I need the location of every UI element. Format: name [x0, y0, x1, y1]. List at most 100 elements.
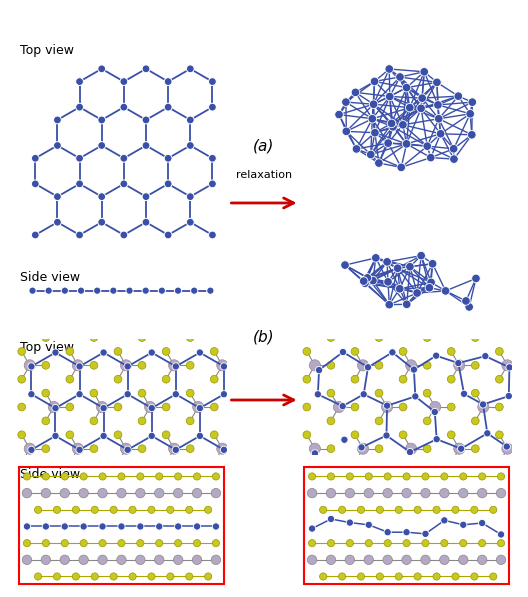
Circle shape: [471, 573, 478, 580]
Circle shape: [389, 349, 396, 356]
Circle shape: [61, 473, 68, 480]
Circle shape: [461, 297, 470, 305]
Circle shape: [425, 284, 433, 292]
Circle shape: [441, 517, 448, 524]
Circle shape: [142, 116, 150, 124]
Circle shape: [455, 359, 462, 367]
Circle shape: [327, 361, 335, 369]
Circle shape: [98, 116, 106, 124]
Circle shape: [327, 515, 335, 522]
Circle shape: [472, 445, 479, 453]
Circle shape: [503, 443, 511, 450]
Circle shape: [454, 443, 465, 454]
Circle shape: [458, 488, 468, 498]
Circle shape: [42, 334, 50, 341]
Circle shape: [506, 364, 513, 371]
Circle shape: [136, 555, 145, 565]
Circle shape: [155, 488, 164, 498]
Circle shape: [100, 405, 107, 412]
Circle shape: [395, 573, 402, 580]
Circle shape: [29, 287, 36, 294]
Circle shape: [148, 405, 155, 412]
Circle shape: [204, 573, 212, 580]
Circle shape: [364, 364, 372, 371]
Circle shape: [162, 431, 170, 439]
Circle shape: [220, 363, 228, 370]
Circle shape: [447, 458, 455, 466]
Circle shape: [99, 523, 106, 530]
Circle shape: [430, 401, 441, 413]
Circle shape: [52, 349, 59, 356]
Circle shape: [79, 555, 88, 565]
Circle shape: [210, 347, 218, 355]
Circle shape: [441, 473, 448, 480]
Circle shape: [345, 488, 355, 498]
Circle shape: [142, 219, 150, 226]
Circle shape: [447, 431, 455, 439]
Circle shape: [417, 104, 426, 113]
Circle shape: [114, 376, 122, 383]
Circle shape: [23, 540, 31, 547]
Circle shape: [210, 376, 218, 383]
Circle shape: [375, 334, 383, 341]
Circle shape: [432, 352, 440, 359]
Circle shape: [24, 443, 35, 454]
Circle shape: [76, 180, 83, 187]
Circle shape: [145, 401, 156, 413]
Circle shape: [376, 506, 383, 513]
Circle shape: [423, 361, 431, 369]
Circle shape: [126, 287, 133, 294]
Circle shape: [495, 403, 503, 411]
Circle shape: [421, 555, 430, 565]
Circle shape: [114, 403, 122, 411]
Circle shape: [175, 473, 182, 480]
Circle shape: [327, 417, 335, 425]
Circle shape: [433, 436, 440, 443]
Circle shape: [372, 254, 380, 262]
Circle shape: [402, 555, 411, 565]
Circle shape: [365, 473, 372, 480]
Circle shape: [383, 402, 391, 410]
Circle shape: [478, 401, 489, 413]
Circle shape: [173, 555, 183, 565]
Circle shape: [76, 231, 83, 239]
Circle shape: [423, 334, 431, 341]
Circle shape: [210, 431, 218, 439]
Circle shape: [399, 121, 407, 129]
Circle shape: [18, 458, 25, 466]
Circle shape: [327, 334, 335, 341]
Circle shape: [327, 389, 335, 397]
Circle shape: [458, 555, 468, 565]
Circle shape: [216, 360, 228, 371]
Circle shape: [193, 540, 201, 547]
Circle shape: [363, 273, 372, 282]
Circle shape: [31, 180, 39, 187]
Circle shape: [31, 155, 39, 162]
Circle shape: [307, 555, 317, 565]
Circle shape: [18, 431, 25, 439]
Circle shape: [79, 488, 88, 498]
Circle shape: [76, 363, 83, 370]
Circle shape: [173, 488, 183, 498]
Circle shape: [495, 458, 503, 466]
Circle shape: [375, 361, 383, 369]
Circle shape: [142, 287, 149, 294]
Circle shape: [428, 260, 437, 268]
Circle shape: [326, 555, 336, 565]
Circle shape: [209, 78, 216, 85]
Circle shape: [98, 488, 107, 498]
Circle shape: [210, 403, 218, 411]
Circle shape: [422, 473, 429, 480]
Text: Top view: Top view: [20, 44, 74, 57]
Circle shape: [42, 445, 50, 453]
Circle shape: [364, 555, 373, 565]
Circle shape: [309, 443, 320, 454]
Circle shape: [402, 300, 411, 309]
Circle shape: [338, 573, 346, 580]
Circle shape: [41, 488, 51, 498]
Circle shape: [175, 523, 182, 530]
Circle shape: [351, 376, 359, 383]
Circle shape: [382, 401, 393, 413]
Circle shape: [495, 347, 503, 355]
Circle shape: [433, 506, 440, 513]
